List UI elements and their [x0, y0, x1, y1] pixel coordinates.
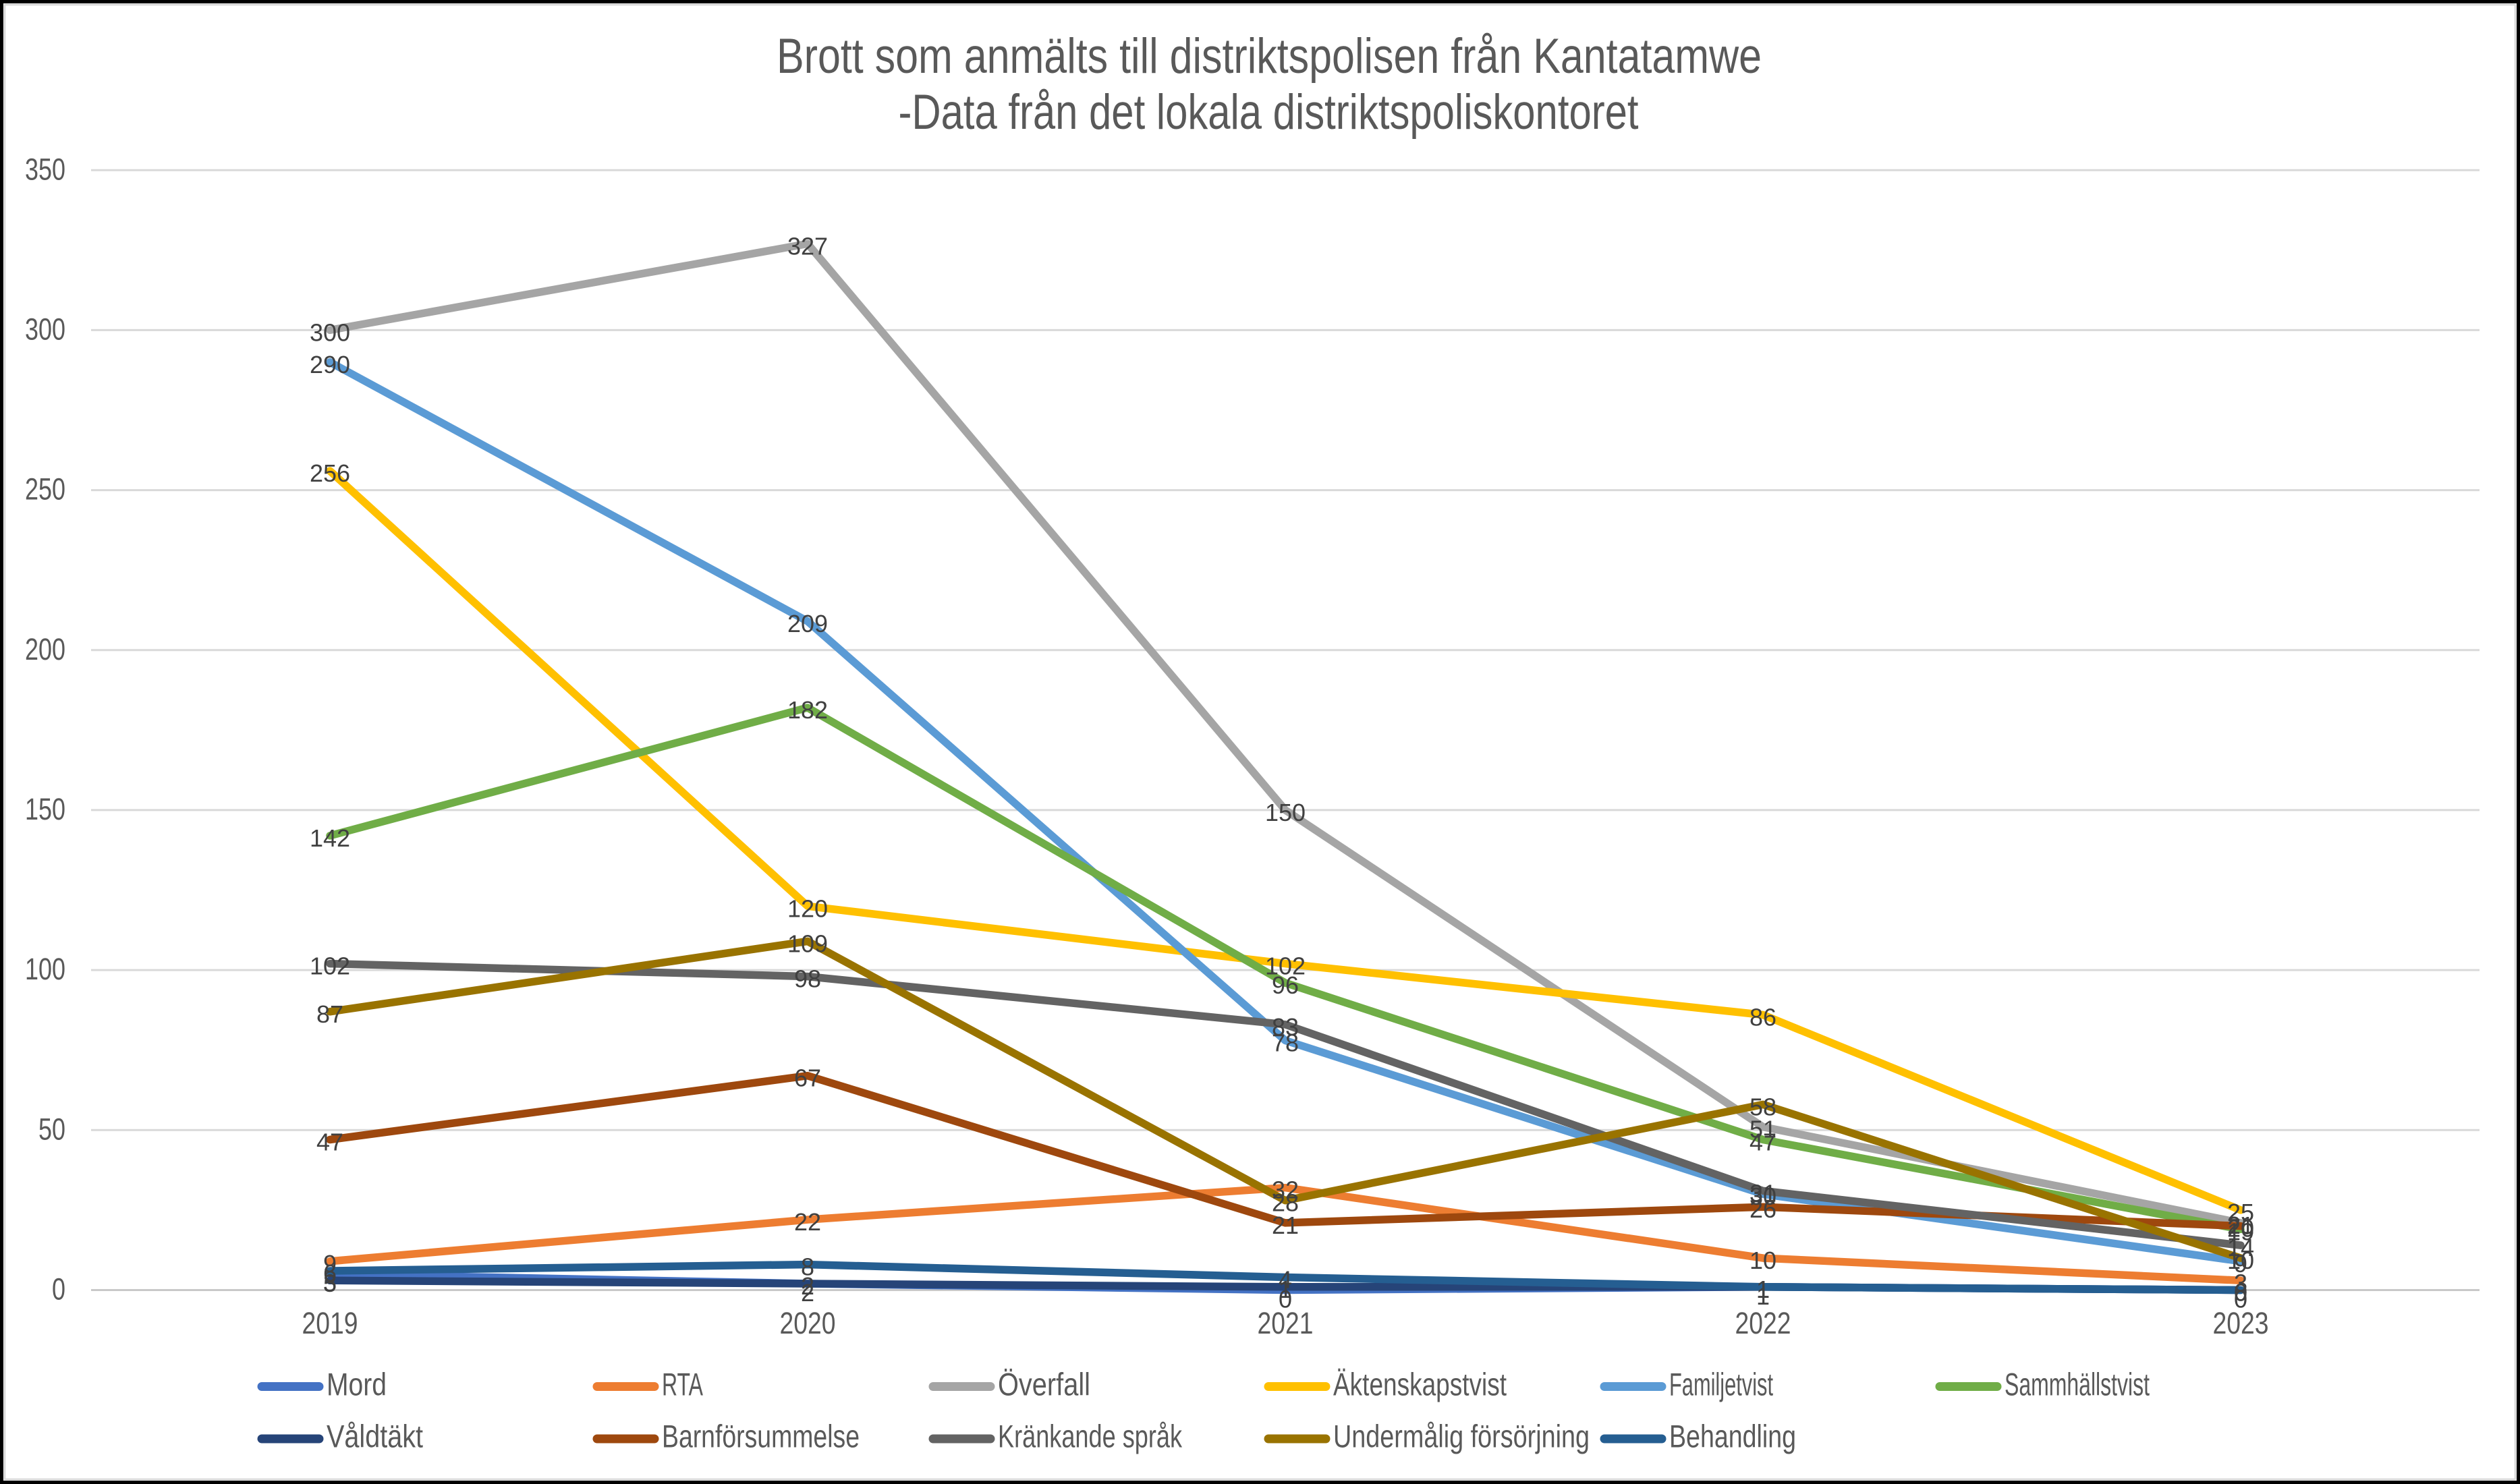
svg-text:98: 98: [794, 965, 821, 993]
svg-text:10: 10: [2227, 1247, 2254, 1274]
svg-text:3: 3: [323, 1269, 337, 1296]
svg-text:2019: 2019: [302, 1306, 358, 1340]
svg-text:1: 1: [1279, 1276, 1292, 1303]
svg-text:Våldtäkt: Våldtäkt: [327, 1419, 423, 1454]
svg-text:Äktenskapstvist: Äktenskapstvist: [1333, 1367, 1507, 1402]
svg-text:1: 1: [1756, 1276, 1770, 1303]
svg-text:Mord: Mord: [327, 1367, 387, 1402]
svg-text:327: 327: [787, 232, 828, 260]
svg-text:100: 100: [25, 952, 65, 986]
svg-text:26: 26: [1749, 1195, 1776, 1223]
svg-text:19: 19: [2227, 1218, 2254, 1245]
svg-text:0: 0: [2234, 1286, 2247, 1313]
svg-text:0: 0: [2234, 1279, 2247, 1307]
svg-text:47: 47: [316, 1129, 343, 1156]
svg-text:78: 78: [1272, 1029, 1299, 1057]
svg-text:0: 0: [52, 1272, 65, 1307]
svg-text:4: 4: [1279, 1266, 1292, 1294]
svg-text:10: 10: [1749, 1247, 1776, 1274]
svg-text:50: 50: [38, 1112, 65, 1146]
svg-text:51: 51: [1749, 1116, 1776, 1143]
svg-text:1: 1: [1756, 1282, 1770, 1310]
svg-text:87: 87: [316, 1000, 343, 1028]
svg-text:300: 300: [25, 312, 65, 347]
svg-text:Behandling: Behandling: [1669, 1419, 1796, 1454]
svg-text:250: 250: [25, 472, 65, 507]
svg-text:290: 290: [310, 351, 350, 378]
svg-text:102: 102: [1265, 952, 1306, 980]
svg-text:6: 6: [323, 1259, 337, 1287]
svg-text:150: 150: [25, 792, 65, 826]
svg-text:9: 9: [2234, 1250, 2247, 1278]
svg-text:102: 102: [310, 952, 350, 980]
svg-text:Kränkande språk: Kränkande språk: [998, 1419, 1182, 1454]
svg-text:22: 22: [794, 1208, 821, 1236]
svg-text:2020: 2020: [780, 1306, 836, 1340]
svg-text:30: 30: [1749, 1182, 1776, 1210]
svg-text:200: 200: [25, 632, 65, 666]
svg-text:300: 300: [310, 318, 350, 346]
svg-text:150: 150: [1265, 799, 1306, 826]
svg-text:Undermålig försörjning: Undermålig försörjning: [1333, 1419, 1590, 1454]
svg-text:182: 182: [787, 696, 828, 724]
svg-text:58: 58: [1749, 1093, 1776, 1120]
svg-text:0: 0: [2234, 1279, 2247, 1307]
svg-text:Sammhällstvist: Sammhällstvist: [2005, 1367, 2150, 1402]
svg-text:350: 350: [25, 152, 65, 186]
svg-text:47: 47: [1749, 1129, 1776, 1156]
svg-text:5: 5: [323, 1269, 337, 1297]
svg-text:1: 1: [1756, 1276, 1770, 1303]
svg-text:2023: 2023: [2213, 1306, 2269, 1340]
svg-text:8: 8: [801, 1253, 814, 1281]
svg-text:14: 14: [2227, 1234, 2254, 1261]
svg-text:2: 2: [801, 1279, 814, 1307]
svg-text:109: 109: [787, 930, 828, 957]
svg-text:0: 0: [1279, 1286, 1292, 1313]
svg-text:2022: 2022: [1735, 1306, 1791, 1340]
svg-text:209: 209: [787, 610, 828, 637]
svg-text:Familjetvist: Familjetvist: [1669, 1367, 1773, 1402]
svg-text:RTA: RTA: [662, 1367, 703, 1402]
svg-text:-Data från det lokala distrikt: -Data från det lokala distriktspoliskont…: [899, 85, 1639, 140]
svg-text:Brott som anmälts till distrik: Brott som anmälts till distriktspolisen …: [777, 29, 1762, 84]
svg-text:21: 21: [2227, 1211, 2254, 1239]
svg-text:86: 86: [1749, 1004, 1776, 1031]
svg-text:28: 28: [1272, 1189, 1299, 1217]
svg-text:21: 21: [1272, 1211, 1299, 1239]
svg-text:9: 9: [323, 1250, 337, 1278]
svg-text:120: 120: [787, 894, 828, 922]
svg-text:83: 83: [1272, 1013, 1299, 1041]
svg-text:25: 25: [2227, 1199, 2254, 1226]
svg-text:2: 2: [801, 1272, 814, 1300]
svg-text:3: 3: [2234, 1269, 2247, 1296]
svg-text:32: 32: [1272, 1176, 1299, 1204]
svg-text:31: 31: [1749, 1179, 1776, 1207]
svg-text:2021: 2021: [1258, 1306, 1314, 1340]
svg-text:142: 142: [310, 824, 350, 852]
svg-text:Barnförsummelse: Barnförsummelse: [662, 1419, 860, 1454]
svg-text:256: 256: [310, 459, 350, 487]
svg-text:20: 20: [2227, 1215, 2254, 1243]
svg-text:Överfall: Överfall: [998, 1367, 1090, 1402]
svg-text:67: 67: [794, 1064, 821, 1092]
svg-text:96: 96: [1272, 971, 1299, 999]
